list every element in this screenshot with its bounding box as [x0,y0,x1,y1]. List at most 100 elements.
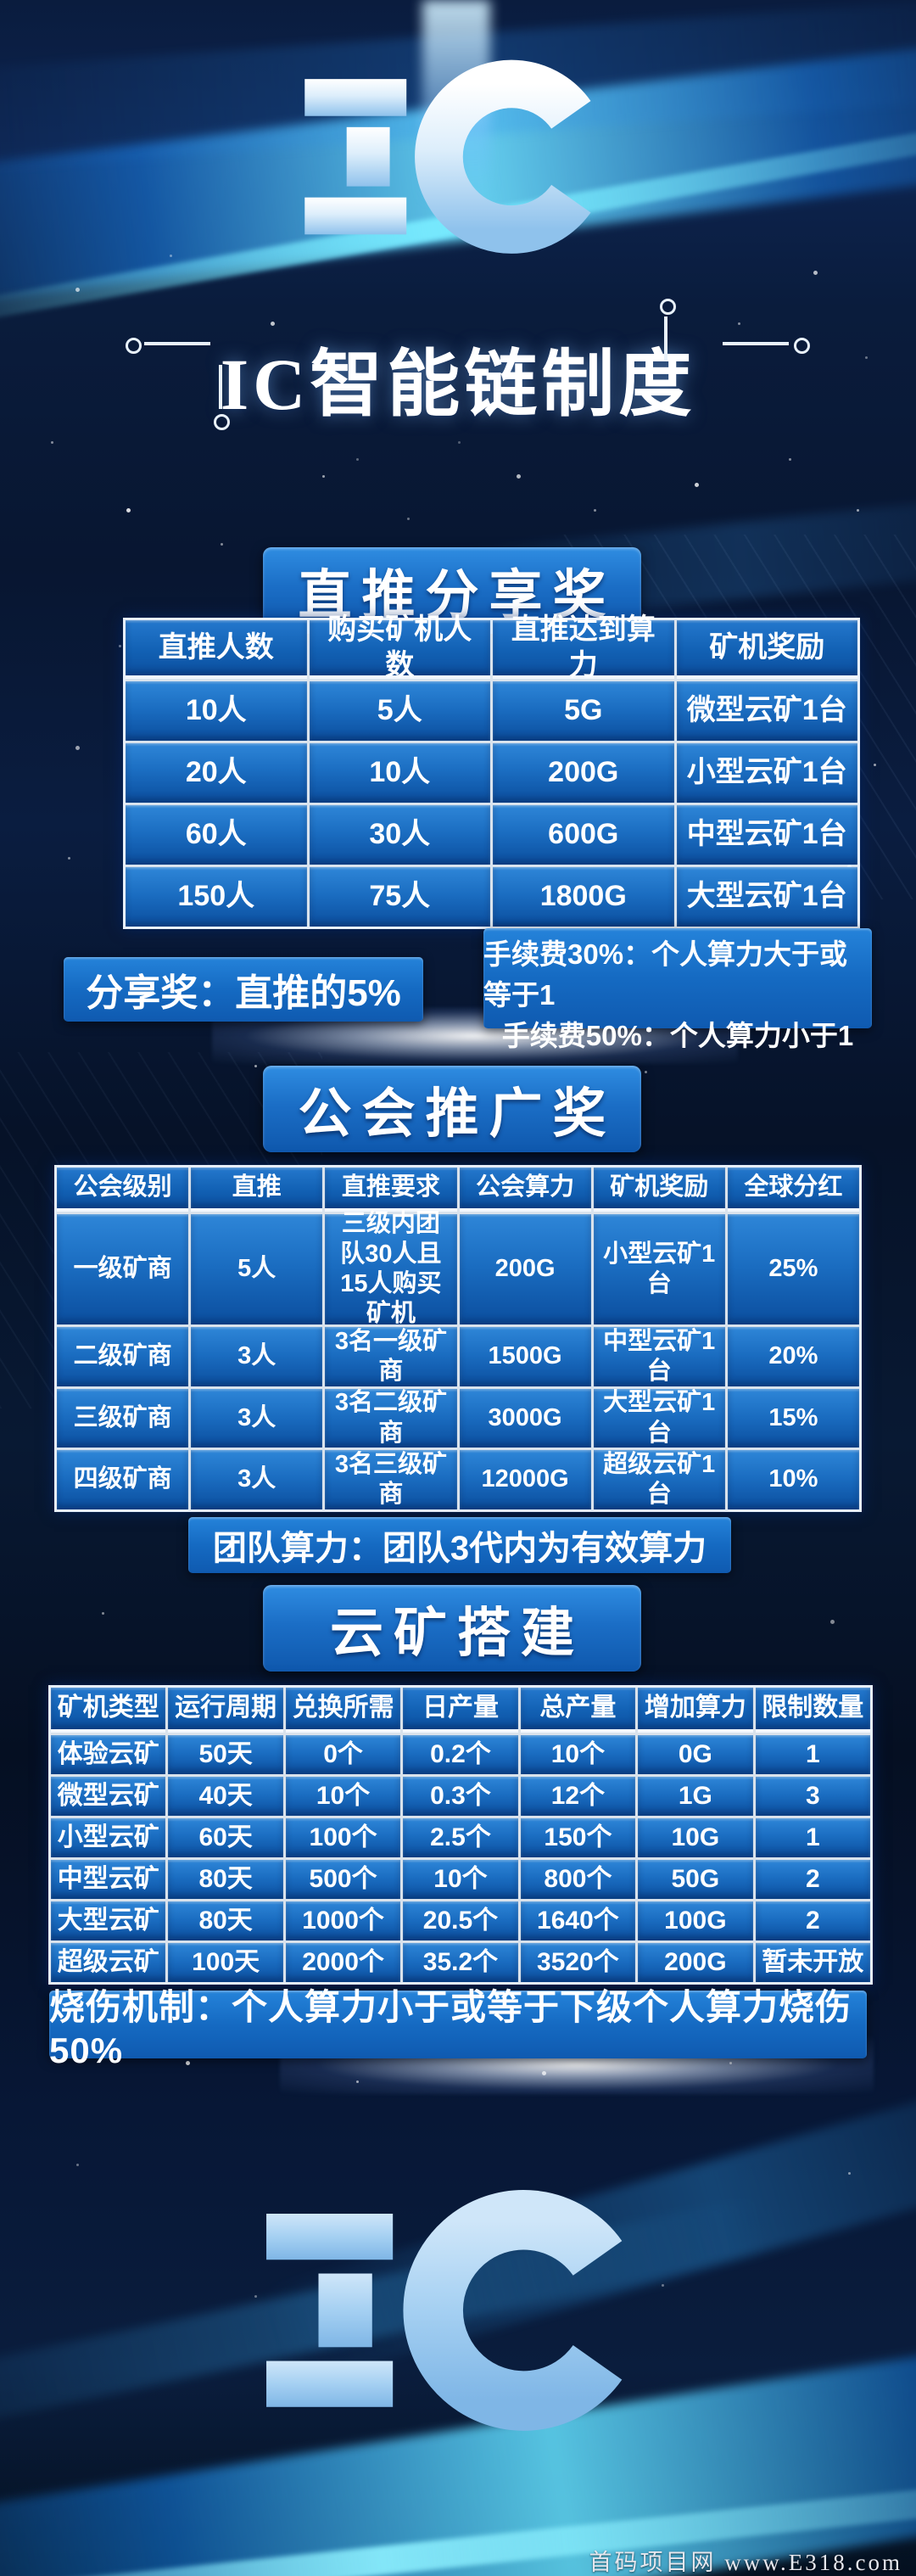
table-cell: 10人 [126,681,307,741]
table-cell: 1800G [493,867,674,927]
table-cell: 50天 [168,1735,283,1774]
table-cell: 3人 [191,1389,323,1448]
table-cell: 15% [727,1389,859,1448]
table-cell: 超级云矿1台 [593,1450,725,1509]
table-cell: 1000个 [285,1901,401,1940]
table-cell: 150人 [126,867,307,927]
team-power-note-text: 团队算力：团队3代内为有效算力 [212,1530,707,1567]
table-cell: 25% [727,1214,859,1324]
guild-table: 公会级别 直推 直推要求 公会算力 矿机奖励 全球分红 一级矿商 5人 三级内团队30人且15人… [54,1165,862,1512]
table-cell: 800个 [520,1860,636,1899]
watermark: 首码项目网 www.E318.com [589,2550,902,2575]
table-cell: 3人 [191,1450,323,1509]
fee-note-line1: 手续费30%：个人算力大于或等于1 [483,938,848,1011]
deco-ring-icon [214,414,230,430]
table-cell: 大型云矿 [51,1901,166,1940]
table-cell: 20% [727,1327,859,1386]
section-heading-cloud-miner: 云矿搭建 [263,1585,641,1672]
fee-note-line2: 手续费50%：个人算力小于1 [501,1020,854,1051]
ic-logo-top-icon [304,59,591,254]
deco-line [723,342,789,345]
table-cell: 0个 [285,1735,401,1774]
team-power-note: 团队算力：团队3代内为有效算力 [188,1517,731,1573]
table-header-cell: 矿机奖励 [676,620,857,679]
page-title: IC智能链制度 [220,344,696,425]
table-cell: 10G [638,1818,753,1857]
table-header-cell: 购买矿机人数 [309,613,490,681]
table-cell: 100个 [285,1818,401,1857]
table-header-cell: 直推达到算力 [493,613,674,681]
direct-push-table: 直推人数 购买矿机人数 直推达到算力 矿机奖励 10人 5人 5G 微型云矿1台 20人 10人 2… [123,613,860,929]
table-cell: 四级矿商 [57,1450,189,1509]
table-header-cell: 增加算力 [638,1688,753,1733]
table-header-cell: 全球分红 [727,1168,859,1212]
table-cell: 3名一级矿商 [325,1327,457,1386]
table-cell: 1G [638,1777,753,1816]
table-cell: 80天 [168,1860,283,1899]
table-cell: 3人 [191,1327,323,1386]
table-cell: 10人 [309,743,490,803]
table-cell: 75人 [309,867,490,927]
burn-mechanism-note: 烧伤机制：个人算力小于或等于下级个人算力烧伤50% [49,1987,867,2070]
table-cell: 10个 [285,1777,401,1816]
deco-line [664,316,667,361]
table-cell: 10个 [520,1735,636,1774]
table-cell: 35.2个 [403,1943,518,1982]
table-cell: 2 [755,1901,870,1940]
table-cell: 80天 [168,1901,283,1940]
table-cell: 体验云矿 [51,1735,166,1774]
table-header-cell: 矿机类型 [51,1688,166,1733]
table-cell: 50G [638,1860,753,1899]
table-cell: 中型云矿1台 [676,805,857,865]
table-cell: 0.3个 [403,1777,518,1816]
table-header-cell: 公会级别 [57,1168,189,1212]
table-cell: 中型云矿1台 [593,1327,725,1386]
deco-ring-icon [794,338,810,354]
table-cell: 中型云矿 [51,1860,166,1899]
table-cell: 0G [638,1735,753,1774]
table-cell: 大型云矿1台 [593,1389,725,1448]
particle-dots [0,0,3,3]
table-cell: 1640个 [520,1901,636,1940]
section-heading-label: 直推分享奖 [298,565,617,625]
table-cell: 3520个 [520,1943,636,1982]
table-cell: 20人 [126,743,307,803]
table-header-cell: 直推 [191,1168,323,1212]
share-reward-note: 分享奖：直推的5% [64,957,423,1022]
table-cell: 30人 [309,805,490,865]
ic-logo-bottom-icon [266,2190,623,2431]
table-cell: 12000G [459,1450,591,1509]
table-header-cell: 日产量 [403,1688,518,1733]
table-cell: 100G [638,1901,753,1940]
table-header-cell: 运行周期 [168,1688,283,1733]
table-cell: 小型云矿1台 [676,743,857,803]
table-cell: 2 [755,1860,870,1899]
table-cell: 二级矿商 [57,1327,189,1386]
table-cell: 60人 [126,805,307,865]
table-cell: 200G [459,1214,591,1324]
deco-ring-icon [660,299,676,315]
table-cell: 3000G [459,1389,591,1448]
table-cell: 200G [638,1943,753,1982]
table-cell: 2.5个 [403,1818,518,1857]
deco-ring-icon [126,338,142,354]
deco-line [219,365,222,409]
table-cell: 3名三级矿商 [325,1450,457,1509]
table-cell: 三级内团队30人且15人购买矿机 [325,1210,457,1327]
table-cell: 微型云矿1台 [676,681,857,741]
table-cell: 2000个 [285,1943,401,1982]
table-cell: 0.2个 [403,1735,518,1774]
table-cell: 1 [755,1818,870,1857]
particle-dots [0,0,3,3]
burn-mechanism-note-text: 烧伤机制：个人算力小于或等于下级个人算力烧伤50% [49,1986,852,2070]
cloud-miner-table: 矿机类型 运行周期 兑换所需 日产量 总产量 增加算力 限制数量 体验云矿 50天 0个 0.2个 1… [48,1685,873,1985]
table-cell: 大型云矿1台 [676,867,857,927]
table-header-cell: 直推人数 [126,620,307,679]
table-cell: 10% [727,1450,859,1509]
table-cell: 500个 [285,1860,401,1899]
table-cell: 600G [493,805,674,865]
table-cell: 5G [493,681,674,741]
table-cell: 微型云矿 [51,1777,166,1816]
table-cell: 12个 [520,1777,636,1816]
table-cell: 三级矿商 [57,1389,189,1448]
